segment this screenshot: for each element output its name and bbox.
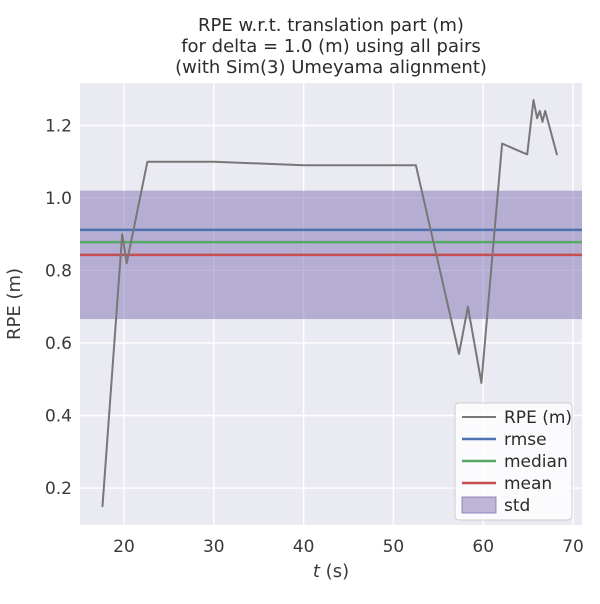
- y-tick-label-0.4: 0.4: [45, 406, 72, 426]
- y-tick-label-1.2: 1.2: [45, 116, 72, 136]
- tick-layer: 0.2 0.4 0.6 0.8 1.0 1.2 20 30 40 50 60 70: [45, 116, 584, 557]
- x-tick-label-30: 30: [203, 537, 225, 557]
- x-tick-label-40: 40: [293, 537, 315, 557]
- y-tick-label-0.2: 0.2: [45, 479, 72, 499]
- chart-title-line-1: RPE w.r.t. translation part (m): [198, 15, 464, 36]
- legend-label-mean: mean: [504, 474, 552, 494]
- x-tick-label-50: 50: [383, 537, 405, 557]
- y-tick-label-0.6: 0.6: [45, 334, 72, 354]
- chart-title-line-3: (with Sim(3) Umeyama alignment): [175, 57, 487, 78]
- chart-title-line-2: for delta = 1.0 (m) using all pairs: [181, 36, 481, 57]
- plot-layer: [80, 83, 582, 525]
- rpe-data-line: [101, 99, 558, 508]
- legend-label-median: median: [504, 452, 568, 472]
- legend-label-RPE (m): RPE (m): [504, 408, 572, 428]
- y-axis-label: RPE (m): [4, 268, 25, 340]
- legend-box: [454, 402, 573, 521]
- x-tick-label-60: 60: [472, 537, 494, 557]
- x-axis-label: t (s): [313, 561, 349, 582]
- y-tick-label-0.8: 0.8: [45, 261, 72, 281]
- y-tick-label-1: 1.0: [45, 189, 72, 209]
- legend-label-rmse: rmse: [504, 430, 547, 450]
- x-tick-label-20: 20: [113, 537, 135, 557]
- legend-label-std: std: [504, 496, 530, 516]
- x-tick-label-70: 70: [562, 537, 584, 557]
- legend-swatch-std: [461, 496, 497, 514]
